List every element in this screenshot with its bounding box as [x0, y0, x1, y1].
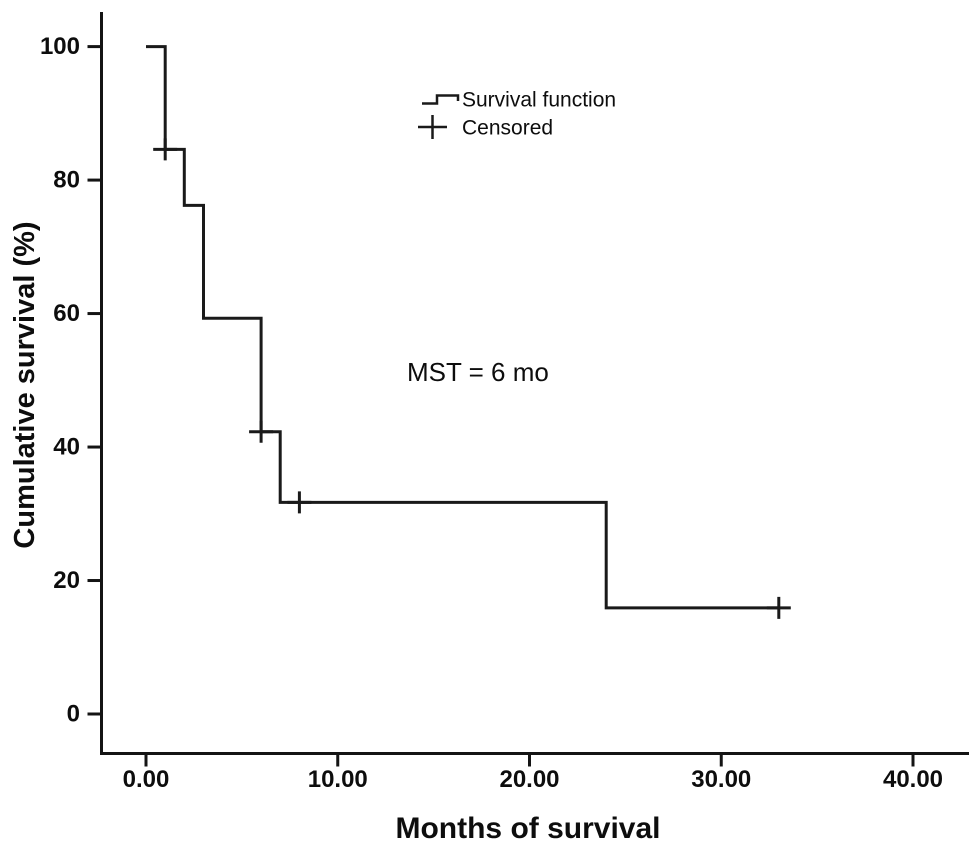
y-axis-title: Cumulative survival (%) [9, 221, 41, 548]
x-tick-label: 0.00 [123, 766, 170, 793]
legend: Survival function Censored [418, 89, 616, 140]
censor-plus-mark [153, 138, 178, 161]
y-axis-ticks: 0 20 40 60 80 100 [40, 33, 102, 728]
censor-plus-mark [287, 491, 312, 514]
mst-annotation: MST = 6 mo [407, 357, 549, 387]
y-tick-label: 40 [53, 434, 80, 461]
y-tick-label: 0 [67, 701, 80, 728]
censor-marks [153, 138, 791, 619]
y-tick-label: 20 [53, 567, 80, 594]
x-axis-ticks: 0.00 10.00 20.00 30.00 40.00 [123, 753, 943, 793]
plus-censored-icon [418, 115, 447, 139]
legend-survival-function-label: Survival function [462, 89, 616, 112]
x-axis-title: Months of survival [395, 812, 660, 845]
y-tick-label: 100 [40, 33, 80, 60]
x-tick-label: 40.00 [883, 766, 943, 793]
legend-censored-label: Censored [462, 117, 553, 140]
x-tick-label: 10.00 [308, 766, 368, 793]
y-tick-label: 60 [53, 300, 80, 327]
y-tick-label: 80 [53, 167, 80, 194]
step-line-icon [422, 94, 460, 105]
censor-plus-mark [766, 596, 791, 619]
x-tick-label: 20.00 [499, 766, 559, 793]
x-tick-label: 30.00 [691, 766, 751, 793]
censor-plus-mark [249, 420, 274, 443]
